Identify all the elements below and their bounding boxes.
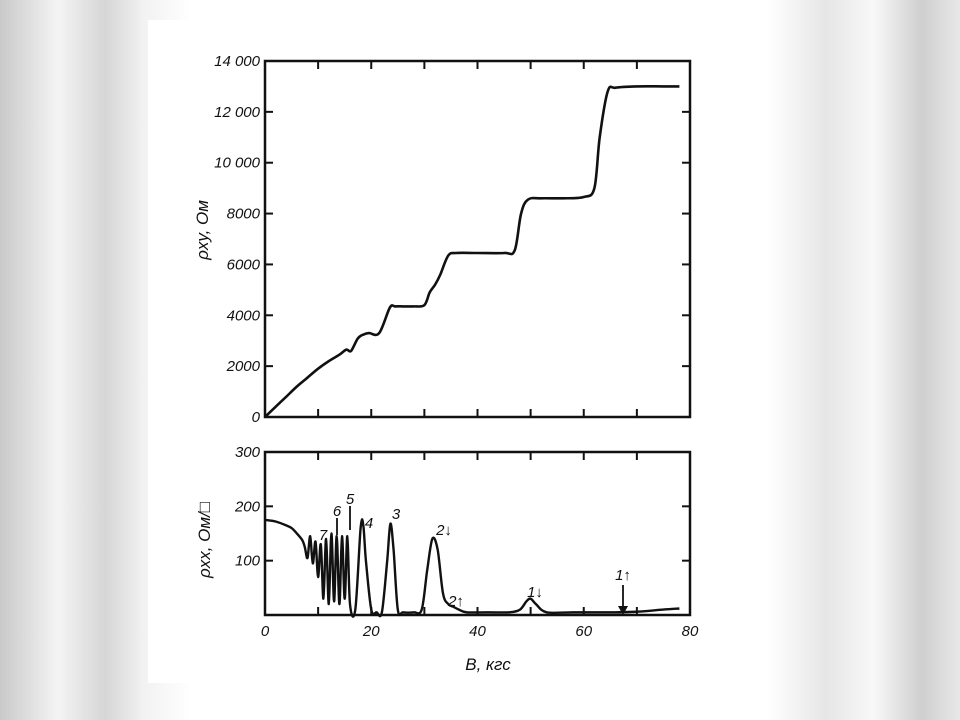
x-tick-label: 0 [261,623,270,640]
rho-xx-ticks: 100 200 300 0 20 40 60 80 [234,444,699,640]
y-tick-label: 200 [234,498,261,515]
peak-label-2-down: 2↓ [435,522,452,539]
rho-xx-series-line [264,518,680,618]
peak-label-7: 7 [319,527,328,544]
y-tick-label: 2000 [226,358,261,375]
peak-label-2-up: 2↑ [447,593,464,610]
peak-label-3: 3 [392,506,401,523]
rho-xy-ticks: 0 2000 4000 6000 8000 10 000 12 000 14 000 [214,53,691,426]
slide-canvas: 0 2000 4000 6000 8000 10 000 12 000 14 000 ρxy,… [148,20,769,683]
y-tick-label: 14 000 [214,53,261,70]
y-tick-label: 4000 [227,307,261,324]
y-tick-label: 8000 [227,206,261,223]
peak-label-1-down: 1↓ [527,584,543,601]
peak-label-6: 6 [333,503,342,520]
b-axis-label: B, кгс [465,655,511,674]
rho-xy-axis-label: ρxy, Ом [193,200,212,261]
rho-xy-panel: 0 2000 4000 6000 8000 10 000 12 000 14 000 ρxy,… [193,53,692,426]
x-tick-label: 60 [575,623,592,640]
arrow-1-up-head [618,606,628,615]
y-tick-label: 10 000 [214,155,261,172]
x-tick-label: 80 [682,623,699,640]
y-tick-label: 0 [252,409,261,426]
y-tick-label: 12 000 [214,104,261,121]
rho-xy-plot-frame [263,59,692,419]
rho-xy-series-line [264,85,680,418]
y-tick-label: 300 [235,444,261,461]
y-tick-label: 6000 [227,256,261,273]
x-tick-label: 20 [362,623,380,640]
peak-label-4: 4 [365,515,373,532]
y-tick-label: 100 [235,553,261,570]
rho-xx-axis-label: ρxx, Ом/□ [195,502,214,579]
peak-label-5: 5 [346,491,355,508]
x-tick-label: 40 [469,623,486,640]
peak-label-1-up: 1↑ [615,567,631,584]
